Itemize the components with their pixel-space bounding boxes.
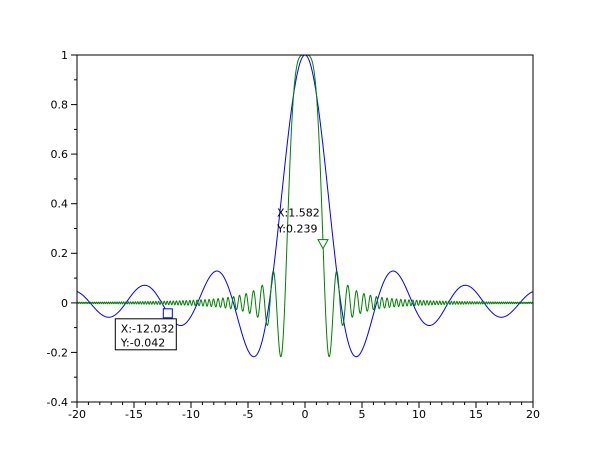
datatip-blue-label-box[interactable] [114, 318, 177, 351]
y-axis-tick-label: 0.6 [51, 148, 69, 161]
x-axis-tick-label: 10 [412, 408, 426, 421]
x-axis-tick-label: 5 [359, 408, 366, 421]
x-axis-tick-label: -5 [243, 408, 254, 421]
x-axis-tick-label: -20 [68, 408, 86, 421]
x-axis-tick-label: -15 [125, 408, 143, 421]
datatip-blue-label-y: Y:-0.042 [120, 336, 165, 349]
y-axis-tick-label: 0.4 [51, 198, 69, 211]
datatip-blue-square-marker-icon[interactable] [162, 308, 173, 319]
x-axis-tick-label: -10 [182, 408, 200, 421]
datatip-blue-label-x: X:-12.032 [121, 322, 175, 335]
y-axis-tick-label: -0.2 [47, 346, 68, 359]
y-axis-tick-label: 1 [61, 49, 68, 62]
x-axis-tick-label: 20 [526, 408, 540, 421]
datatip-green-triangle-down-marker-icon[interactable] [317, 239, 329, 250]
x-axis-tick-label: 15 [469, 408, 483, 421]
y-axis-tick-label: 0.2 [51, 247, 69, 260]
y-axis-tick-label: 0 [61, 297, 68, 310]
y-axis-tick-label: -0.4 [47, 396, 68, 409]
datatip-green-label-y: Y:0.239 [276, 223, 317, 236]
y-axis-tick-label: 0.8 [51, 98, 69, 111]
x-axis-tick-label: 0 [302, 408, 309, 421]
plot-box [76, 54, 534, 403]
datatip-green-label-x: X:1.582 [277, 207, 320, 220]
